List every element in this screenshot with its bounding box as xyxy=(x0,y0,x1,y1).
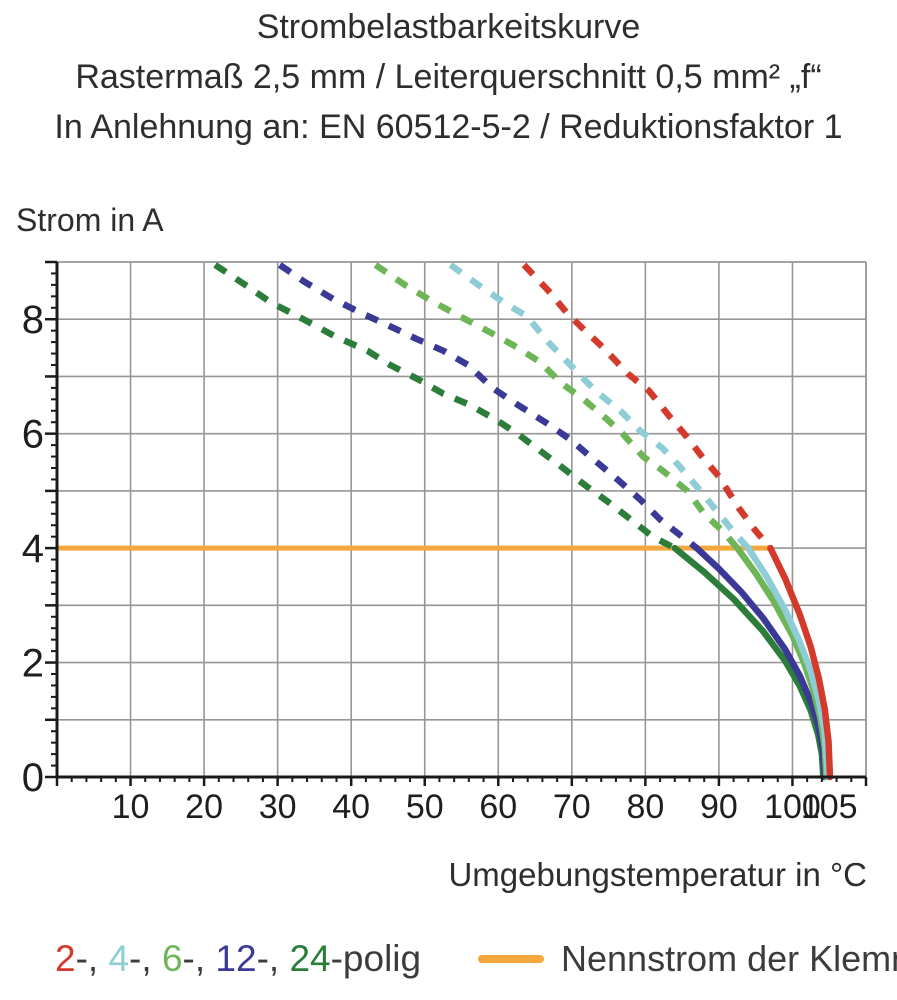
title-line-3: In Anlehnung an: EN 60512-5-2 / Reduktio… xyxy=(54,108,843,146)
nennstrom-line-swatch xyxy=(478,955,544,963)
x-tick-label: 60 xyxy=(479,788,517,826)
x-tick-label: 105 xyxy=(801,788,858,826)
y-tick-label: 4 xyxy=(22,527,44,571)
series-dashed-2-polig xyxy=(521,262,773,551)
series-dashed-12-polig xyxy=(277,262,699,551)
title-line-1: Strombelastbarkeitskurve xyxy=(256,8,641,46)
y-tick-label: 6 xyxy=(22,413,44,457)
series-dashed-6-polig xyxy=(373,262,740,551)
legend-separator: -, xyxy=(75,938,109,979)
x-tick-label: 30 xyxy=(259,788,297,826)
legend-pole-count-6: 6 xyxy=(161,938,183,979)
x-tick-label: 100 xyxy=(764,788,821,826)
x-tick-label: 10 xyxy=(112,788,150,826)
x-tick-label: 70 xyxy=(553,788,591,826)
series-dashed-24-polig xyxy=(213,262,677,551)
x-axis-title: Umgebungstemperatur in °C xyxy=(448,856,867,893)
x-tick-label: 90 xyxy=(700,788,738,826)
legend-pole-count-24: 24 xyxy=(289,938,331,979)
title-line-2: Rastermaß 2,5 mm / Leiterquerschnitt 0,5… xyxy=(75,58,822,96)
legend-nennstrom: Nennstrom der Klemme xyxy=(478,938,897,980)
x-tick-label: 20 xyxy=(185,788,223,826)
x-tick-label: 50 xyxy=(406,788,444,826)
legend-separator: -, xyxy=(256,938,290,979)
series-solid-2-polig xyxy=(767,544,834,781)
y-tick-label: 8 xyxy=(22,298,44,342)
legend-separator: -, xyxy=(129,938,162,979)
nennstrom-label: Nennstrom der Klemme xyxy=(561,938,897,979)
legend-pole-count-2: 2 xyxy=(55,938,76,979)
y-tick-label: 2 xyxy=(22,642,44,686)
x-tick-label: 40 xyxy=(332,788,370,826)
series-dashed-4-polig xyxy=(448,262,751,551)
legend-suffix: -polig xyxy=(330,938,422,979)
legend-pole-count-4: 4 xyxy=(108,938,130,979)
legend-poles: 2-, 4-, 6-, 12-, 24-polig xyxy=(55,938,421,980)
chart-title: Strombelastbarkeitskurve Rastermaß 2,5 m… xyxy=(0,2,897,152)
y-tick-label: 0 xyxy=(22,756,44,800)
x-tick-label: 80 xyxy=(626,788,664,826)
legend-pole-count-12: 12 xyxy=(215,938,257,979)
y-axis-title: Strom in A xyxy=(16,202,164,238)
legend-separator: -, xyxy=(182,938,216,979)
